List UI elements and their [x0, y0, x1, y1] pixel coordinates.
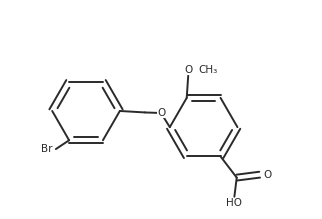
- Text: O: O: [157, 108, 165, 118]
- Text: HO: HO: [226, 198, 242, 208]
- Text: CH₃: CH₃: [198, 65, 218, 75]
- Text: O: O: [263, 170, 271, 180]
- Text: Br: Br: [41, 144, 53, 154]
- Text: O: O: [184, 65, 192, 75]
